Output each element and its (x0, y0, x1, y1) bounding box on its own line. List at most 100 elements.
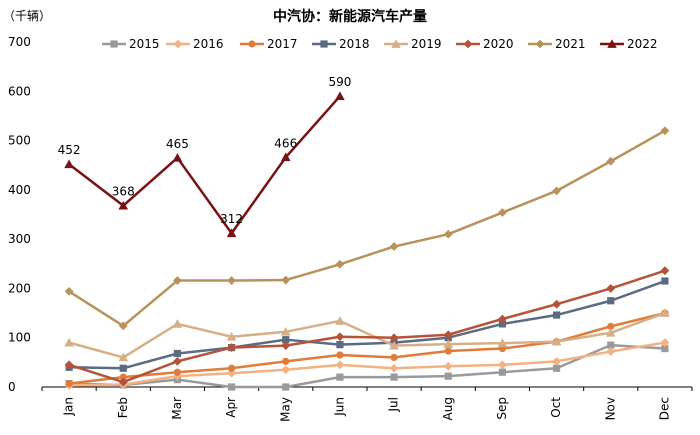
legend-item-2021: 2021 (528, 37, 586, 51)
x-tick-label: Dec (657, 397, 671, 420)
data-point-2017 (336, 351, 344, 359)
legend-swatch-marker (535, 39, 545, 49)
data-point-2016 (281, 365, 291, 375)
data-point-2016 (498, 360, 507, 370)
data-point-2015 (336, 373, 344, 381)
data-point-2017 (65, 379, 73, 388)
series-2021 (64, 126, 670, 331)
data-point-2021 (173, 276, 182, 285)
series-line-2019 (68, 311, 666, 359)
series-line-2015 (69, 343, 665, 389)
data-point-2018 (661, 277, 669, 285)
axes: 0 100 200 300 400 500 600 700 Jan Feb Mar Apr May Jun… (8, 35, 693, 422)
legend-label: 2019 (411, 37, 442, 51)
data-point-2020 (443, 330, 453, 340)
data-point-2017 (119, 373, 127, 381)
data-point-2022 (335, 91, 345, 101)
data-label-2022: 368 (112, 185, 135, 199)
data-point-2022 (280, 152, 291, 162)
chart-title: 中汽协：新能源汽车产量 (273, 8, 427, 25)
data-point-2016 (660, 338, 670, 348)
series-2022: 452 368 465 312 466 590 (58, 75, 351, 238)
x-tick-label: Jan (62, 397, 76, 417)
data-point-2019 (660, 308, 670, 317)
data-point-2022 (64, 159, 74, 169)
data-point-2021 (606, 156, 616, 166)
data-point-2018 (607, 297, 615, 305)
data-point-2016 (443, 361, 453, 371)
data-point-2020 (335, 332, 345, 342)
data-point-2018 (498, 320, 507, 328)
series-line-2021 (68, 129, 666, 328)
data-point-2018 (119, 364, 127, 372)
series-2015 (65, 341, 669, 391)
y-axis-unit-label: （千辆） (3, 9, 51, 23)
x-tick-label: Aug (441, 397, 455, 420)
y-tick-label: 400 (8, 183, 31, 197)
data-point-2020 (173, 356, 182, 366)
data-point-2019 (443, 339, 454, 348)
data-point-2019 (551, 336, 562, 346)
data-point-2015 (661, 344, 669, 353)
data-point-2017 (173, 368, 182, 376)
legend-swatch-marker (391, 39, 401, 48)
data-point-2016 (335, 360, 345, 370)
x-tick-label: Mar (170, 397, 184, 420)
x-tick-label: Feb (116, 397, 130, 418)
data-point-2022 (118, 200, 129, 210)
data-point-2017 (227, 364, 236, 372)
data-label-2022: 590 (328, 75, 351, 89)
legend-swatch-marker (607, 39, 617, 48)
data-label-2022: 466 (274, 136, 297, 150)
data-point-2022 (172, 153, 183, 162)
legend-item-2020: 2020 (456, 37, 514, 51)
data-point-2015 (227, 383, 236, 391)
data-point-2016 (389, 363, 399, 373)
data-point-2015 (498, 368, 507, 376)
legend-item-2016: 2016 (166, 37, 224, 51)
y-tick-label: 300 (8, 232, 31, 246)
data-label-2022: 465 (166, 137, 189, 151)
y-tick-label: 600 (8, 84, 31, 98)
data-point-2020 (606, 284, 616, 293)
data-point-2015 (552, 364, 561, 372)
data-point-2020 (498, 314, 507, 324)
data-point-2016 (606, 347, 616, 356)
x-tick-label: Jul (387, 397, 401, 412)
data-point-2017 (607, 322, 615, 330)
legend-item-2017: 2017 (240, 37, 298, 51)
x-tick-label: Sep (495, 397, 509, 420)
data-point-2021 (335, 259, 345, 269)
series-layer: 452 368 465 312 466 590 (58, 75, 670, 391)
data-point-2021 (498, 208, 507, 217)
legend-swatch-marker (463, 39, 473, 49)
series-2017 (65, 309, 669, 388)
data-point-2019 (335, 316, 345, 325)
data-label-2022: 312 (220, 212, 243, 226)
legend-item-2015: 2015 (102, 37, 160, 51)
legend-item-2019: 2019 (384, 37, 442, 51)
series-line-2018 (69, 279, 666, 370)
data-point-2019 (226, 331, 237, 341)
legend-swatch-marker (173, 39, 183, 49)
data-point-2018 (282, 336, 290, 344)
data-point-2015 (390, 373, 398, 381)
data-label-2022: 452 (58, 143, 81, 157)
data-point-2018 (552, 311, 561, 319)
data-point-2019 (280, 327, 291, 336)
data-point-2015 (282, 383, 290, 391)
legend-swatch-marker (110, 40, 118, 48)
legend-swatch-marker (248, 40, 256, 48)
series-line-2017 (68, 311, 666, 385)
data-point-2020 (281, 341, 291, 350)
data-point-2021 (389, 242, 399, 251)
data-point-2018 (336, 341, 344, 349)
legend-item-2018: 2018 (312, 37, 370, 51)
x-tick-label: Oct (549, 397, 563, 418)
y-tick-label: 100 (8, 331, 31, 345)
y-tick-label: 700 (8, 35, 31, 49)
y-tick-label: 200 (8, 281, 31, 295)
data-point-2019 (64, 337, 74, 347)
legend-label: 2020 (483, 37, 514, 51)
